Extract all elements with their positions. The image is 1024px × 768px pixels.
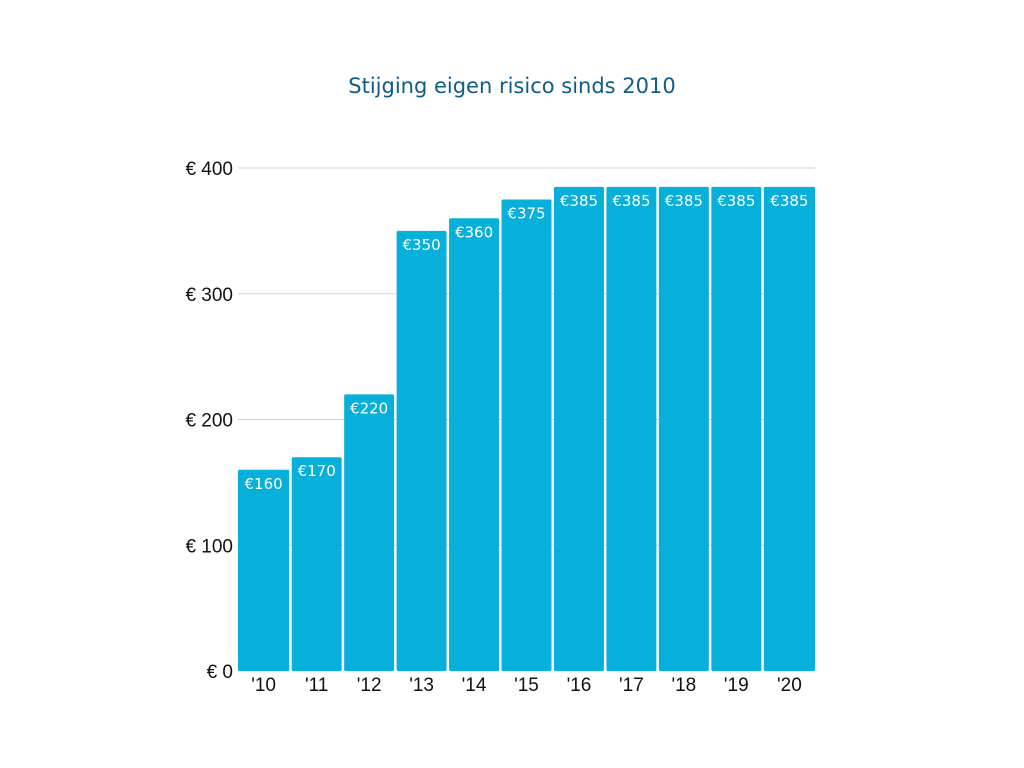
x-tick-label: '14 [462,675,487,696]
data-label: €385 [717,192,755,210]
data-label: €360 [455,223,493,241]
y-tick-label: € 300 [185,285,233,306]
x-axis-ticks: '10 '11 '12 '13 '14 '15 '16 '17 '18 '19 '20 [251,675,802,696]
x-tick-label: '17 [619,675,644,696]
x-tick-label: '15 [514,675,539,696]
data-label: €160 [245,475,283,493]
y-tick-label: € 400 [185,159,233,180]
bar [396,230,447,671]
chart-title: Stijging eigen risico sinds 2010 [348,74,676,98]
y-axis-ticks: € 0 € 100 € 200 € 300 € 400 [185,159,233,683]
bar [291,457,342,671]
bars [238,186,815,672]
x-tick-label: '20 [777,675,802,696]
x-tick-label: '16 [567,675,592,696]
data-label: €385 [665,192,703,210]
bar [238,469,290,671]
x-tick-label: '18 [671,675,696,696]
x-tick-label: '11 [305,675,328,696]
x-tick-label: '13 [409,675,434,696]
data-label: €385 [612,192,650,210]
bar [606,186,657,672]
bar [449,218,500,672]
y-tick-label: € 200 [185,411,233,432]
x-tick-label: '19 [724,675,749,696]
bar [501,199,552,671]
y-tick-label: € 100 [185,536,233,557]
data-labels: €160 €170 €220 €350 €360 €375 €385 €385 €385 €385… [245,192,809,493]
bar [763,186,815,672]
data-label: €385 [770,192,808,210]
x-tick-label: '10 [251,675,276,696]
bar [344,394,395,671]
data-label: €375 [507,204,545,222]
data-label: €220 [350,399,388,417]
bar [711,186,762,672]
y-tick-label: € 0 [207,662,233,683]
bar [658,186,709,672]
bar [553,186,604,672]
data-label: €350 [402,236,440,254]
data-label: €385 [560,192,598,210]
x-tick-label: '12 [357,675,382,696]
data-label: €170 [298,462,336,480]
